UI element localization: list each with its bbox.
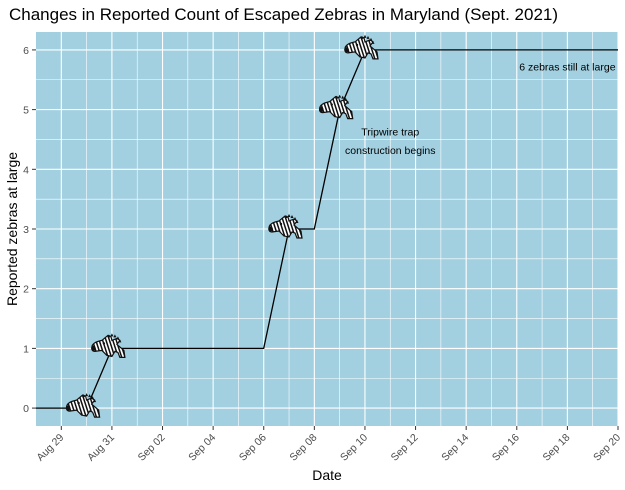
x-tick-label: Sep 20 [591,432,623,464]
y-tick-label: 6 [23,45,29,57]
y-tick-label: 5 [23,105,29,117]
x-tick-label: Aug 31 [85,432,117,464]
x-tick-label: Sep 10 [338,432,370,464]
annotation-text: 6 zebras still at large [519,62,615,74]
y-axis: 0 1 2 3 4 5 6 [23,45,36,415]
x-axis: Aug 29 Aug 31 Sep 02 Sep 04 Sep 06 Sep 08 Sep … [34,426,623,464]
x-tick-label: Sep 02 [136,432,168,464]
x-tick-label: Sep 04 [186,432,218,464]
annotation-text: construction begins [345,145,435,157]
x-axis-title: Date [312,467,342,483]
chart-title: Changes in Reported Count of Escaped Zeb… [9,5,558,24]
y-tick-label: 4 [23,164,29,176]
y-tick-label: 0 [23,403,29,415]
x-tick-label: Aug 29 [34,432,66,464]
x-tick-label: Sep 16 [490,432,522,464]
x-tick-label: Sep 12 [389,432,421,464]
annotation-text: Tripwire trap [361,127,419,139]
y-tick-label: 1 [23,343,29,355]
x-tick-label: Sep 14 [439,432,471,464]
y-tick-label: 3 [23,224,29,236]
x-tick-label: Sep 06 [237,432,269,464]
x-tick-label: Sep 08 [287,432,319,464]
y-axis-title: Reported zebras at large [4,152,20,306]
annotations-layer: 6 zebras still at large Tripwire trap cons… [345,62,616,158]
y-tick-label: 2 [23,284,29,296]
x-tick-label: Sep 18 [540,432,572,464]
